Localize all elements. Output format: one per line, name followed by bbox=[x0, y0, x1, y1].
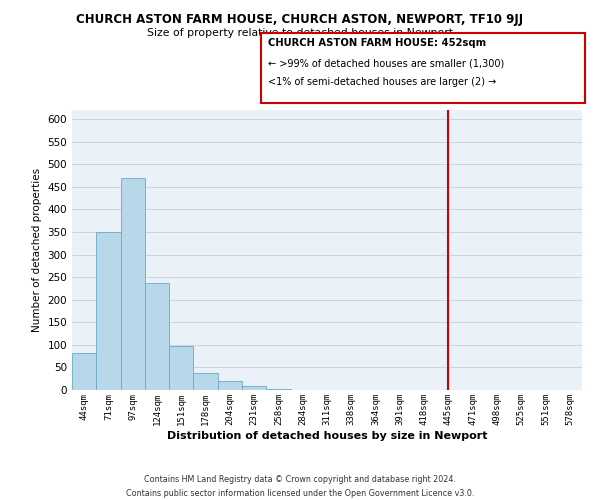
Bar bbox=[169, 346, 193, 390]
Bar bbox=[96, 232, 121, 390]
Text: <1% of semi-detached houses are larger (2) →: <1% of semi-detached houses are larger (… bbox=[268, 78, 496, 88]
Bar bbox=[266, 388, 290, 390]
Text: Size of property relative to detached houses in Newport: Size of property relative to detached ho… bbox=[147, 28, 453, 38]
Bar bbox=[218, 382, 242, 390]
Bar bbox=[242, 386, 266, 390]
Text: ← >99% of detached houses are smaller (1,300): ← >99% of detached houses are smaller (1… bbox=[268, 58, 505, 68]
Text: Contains HM Land Registry data © Crown copyright and database right 2024.
Contai: Contains HM Land Registry data © Crown c… bbox=[126, 476, 474, 498]
Bar bbox=[193, 374, 218, 390]
Bar bbox=[72, 353, 96, 390]
X-axis label: Distribution of detached houses by size in Newport: Distribution of detached houses by size … bbox=[167, 430, 487, 440]
Bar bbox=[145, 283, 169, 390]
Text: CHURCH ASTON FARM HOUSE, CHURCH ASTON, NEWPORT, TF10 9JJ: CHURCH ASTON FARM HOUSE, CHURCH ASTON, N… bbox=[76, 12, 524, 26]
Y-axis label: Number of detached properties: Number of detached properties bbox=[32, 168, 42, 332]
Text: CHURCH ASTON FARM HOUSE: 452sqm: CHURCH ASTON FARM HOUSE: 452sqm bbox=[268, 38, 487, 48]
Bar bbox=[121, 178, 145, 390]
